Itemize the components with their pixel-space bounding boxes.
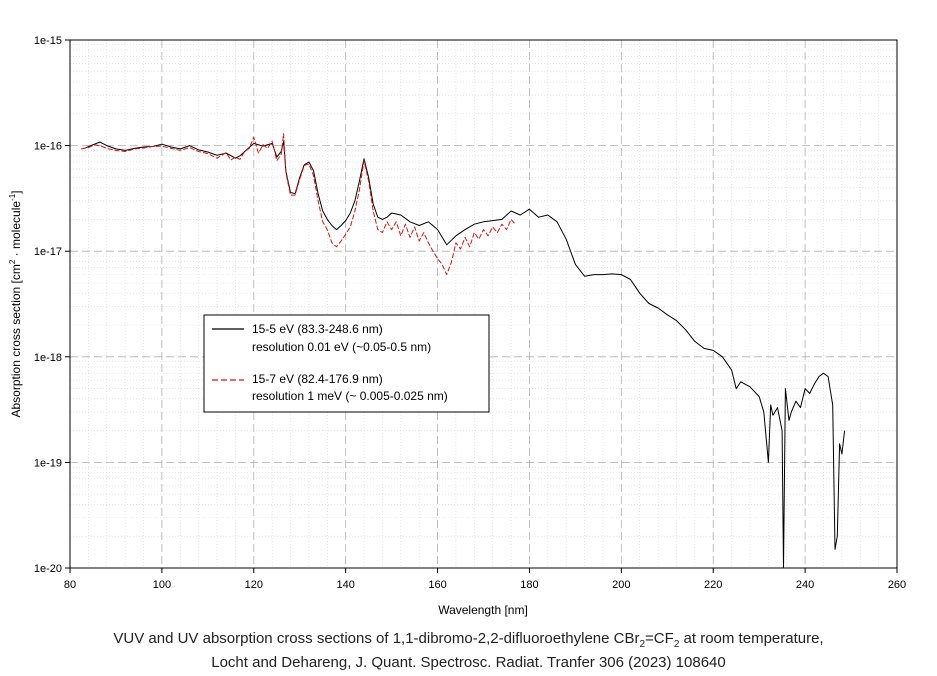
y-tick-label: 1e-15 xyxy=(34,35,62,47)
y-axis-label-part: ] xyxy=(9,190,23,193)
y-axis-label-part: · molecule xyxy=(9,201,23,260)
x-tick-label: 180 xyxy=(520,579,538,591)
caption-subscript: 2 xyxy=(639,639,646,650)
legend-entry-1-name: 15-5 eV (83.3-248.6 nm) xyxy=(252,322,383,336)
caption-line-1: VUV and UV absorption cross sections of … xyxy=(0,630,937,650)
y-axis-label-part: Absorption cross section [cm xyxy=(9,264,23,417)
x-tick-label: 220 xyxy=(704,579,722,591)
legend: 15-5 eV (83.3-248.6 nm) resolution 0.01 … xyxy=(203,314,490,413)
x-tick-label: 160 xyxy=(428,579,446,591)
x-tick-label: 240 xyxy=(796,579,814,591)
legend-box xyxy=(203,314,490,413)
series-line-15-7ev xyxy=(80,133,516,276)
x-tick-label: 200 xyxy=(612,579,630,591)
x-tick-label: 140 xyxy=(336,579,354,591)
caption-subscript: 2 xyxy=(673,639,680,650)
x-tick-label: 100 xyxy=(153,579,171,591)
x-axis: 80 100 120 140 160 180 200 220 240 260 xyxy=(64,568,906,591)
series-line-15-5ev xyxy=(85,140,846,569)
y-axis-label: Absorption cross section [cm2 · molecule… xyxy=(8,190,23,417)
grid xyxy=(69,39,898,569)
caption-line-2: Locht and Dehareng, J. Quant. Spectrosc.… xyxy=(211,654,726,671)
y-tick-label: 1e-19 xyxy=(34,457,62,469)
plot-frame xyxy=(69,39,898,569)
y-axis-label-sup: -1 xyxy=(8,193,17,201)
y-axis: 1e-20 1e-19 1e-18 1e-17 1e-16 1e-15 xyxy=(34,35,70,575)
y-axis-label-sup: 2 xyxy=(8,259,17,264)
legend-entry-2-description: resolution 1 meV (~ 0.005-0.025 nm) xyxy=(252,389,448,403)
x-tick-label: 120 xyxy=(245,579,263,591)
caption-text: VUV and UV absorption cross sections of … xyxy=(113,630,640,647)
legend-entry-2-name: 15-7 eV (82.4-176.9 nm) xyxy=(252,372,383,386)
legend-entry-1-description: resolution 0.01 eV (~0.05-0.5 nm) xyxy=(252,340,431,354)
x-tick-label: 260 xyxy=(888,579,906,591)
caption-text: =CF xyxy=(645,630,674,647)
series-group xyxy=(80,133,846,569)
x-axis-label: Wavelength [nm] xyxy=(438,603,528,617)
y-tick-label: 1e-17 xyxy=(34,246,62,258)
caption-text: at room temperature, xyxy=(679,630,824,647)
x-tick-label: 80 xyxy=(64,579,76,591)
y-tick-label: 1e-16 xyxy=(34,141,62,153)
y-tick-label: 1e-20 xyxy=(34,563,62,575)
y-tick-label: 1e-18 xyxy=(34,352,62,364)
